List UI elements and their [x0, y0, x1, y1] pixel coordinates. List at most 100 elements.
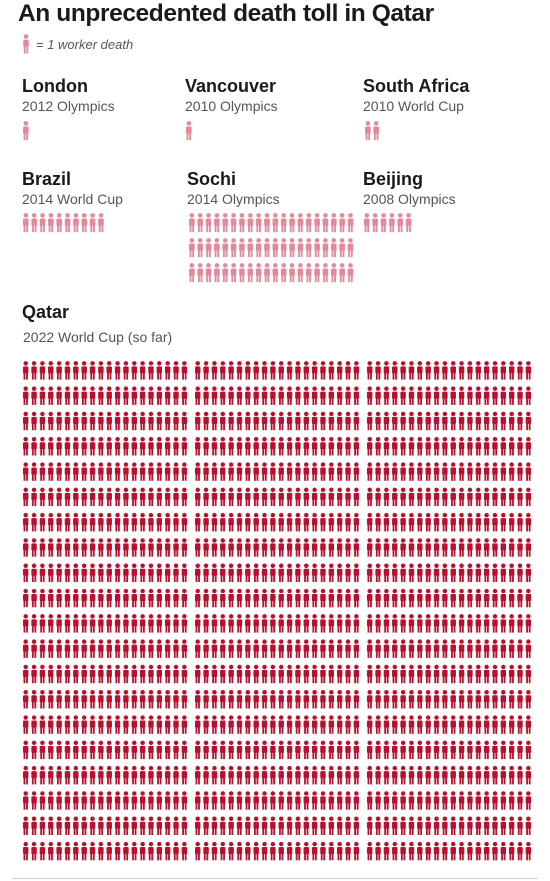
- person-icon: [181, 512, 188, 532]
- person-icon: [450, 816, 456, 835]
- person-icon: [31, 462, 37, 481]
- person-icon: [64, 639, 71, 658]
- person-icon: [139, 841, 146, 861]
- person-icon: [48, 841, 54, 861]
- person-icon: [442, 588, 448, 608]
- person-icon: [106, 664, 112, 684]
- person-icon: [236, 791, 243, 810]
- person-icon: [433, 538, 440, 557]
- person-icon: [272, 213, 279, 233]
- person-icon: [64, 816, 71, 835]
- person-icon: [303, 639, 309, 658]
- person-icon: [280, 263, 287, 283]
- person-icon: [173, 791, 179, 810]
- person-icon: [272, 238, 279, 258]
- person-icon: [181, 664, 188, 684]
- person-icon: [131, 765, 137, 785]
- person-icon: [56, 816, 62, 835]
- person-icon: [311, 765, 318, 785]
- person-icon: [375, 740, 381, 760]
- person-icon: [483, 588, 490, 608]
- person-icon: [320, 563, 326, 582]
- person-icon: [328, 765, 335, 785]
- person-icon: [245, 487, 251, 507]
- person-icon: [181, 386, 188, 405]
- person-icon: [98, 614, 104, 633]
- person-icon: [303, 765, 309, 785]
- person-icon: [245, 690, 251, 709]
- person-icon: [181, 462, 188, 481]
- person-icon: [345, 487, 351, 507]
- person-icon: [425, 740, 431, 760]
- person-icon: [320, 487, 326, 507]
- chart-title: An unprecedented death toll in Qatar: [18, 0, 434, 27]
- person-icon: [286, 386, 293, 405]
- person-icon: [131, 411, 137, 431]
- person-icon: [525, 563, 532, 582]
- person-icon: [139, 664, 146, 684]
- person-icon: [236, 437, 243, 456]
- person-icon: [492, 740, 498, 760]
- person-icon: [525, 588, 532, 608]
- person-icon: [278, 791, 284, 810]
- person-icon: [353, 563, 360, 582]
- person-icon: [194, 361, 201, 380]
- person-icon: [164, 664, 171, 684]
- person-icon: [475, 538, 481, 557]
- person-icon: [164, 841, 171, 861]
- person-icon: [81, 462, 87, 481]
- person-icon: [467, 690, 473, 709]
- person-icon: [500, 816, 507, 835]
- person-icon: [467, 765, 473, 785]
- person-icon: [517, 361, 523, 380]
- person-icon: [173, 437, 179, 456]
- person-icon: [508, 715, 515, 734]
- person-icon: [320, 639, 326, 658]
- person-icon: [336, 487, 343, 507]
- person-icon: [392, 740, 398, 760]
- person-icon: [81, 588, 87, 608]
- person-icon: [492, 512, 498, 532]
- person-icon: [517, 765, 523, 785]
- person-icon: [508, 816, 515, 835]
- person-icon: [106, 563, 112, 582]
- person-icon: [483, 765, 490, 785]
- person-icon: [156, 690, 163, 709]
- person-icon: [400, 437, 406, 456]
- person-icon: [322, 238, 329, 258]
- person-icon: [261, 765, 268, 785]
- person-icon: [492, 462, 498, 481]
- person-icon: [475, 512, 481, 532]
- person-icon: [164, 487, 171, 507]
- person-icon: [253, 614, 259, 633]
- person-icon: [81, 715, 87, 734]
- person-icon: [508, 563, 515, 582]
- person-icon: [433, 588, 440, 608]
- person-icon: [450, 487, 456, 507]
- person-icon: [73, 791, 79, 810]
- person-icon: [314, 263, 320, 283]
- person-icon: [442, 639, 448, 658]
- person-icon: [336, 841, 343, 861]
- person-icon: [73, 437, 79, 456]
- person-icon: [270, 841, 276, 861]
- person-icon: [106, 614, 112, 633]
- person-icon: [366, 563, 373, 582]
- person-icon: [89, 791, 96, 810]
- person-icon: [475, 690, 481, 709]
- person-icon: [353, 538, 360, 557]
- person-icon: [345, 563, 351, 582]
- person-icon: [98, 715, 104, 734]
- person-icon: [366, 512, 373, 532]
- person-icon: [500, 487, 507, 507]
- person-icon: [236, 487, 243, 507]
- person-icon: [22, 664, 29, 684]
- person-icon: [383, 639, 390, 658]
- person-icon: [164, 386, 171, 405]
- person-icon: [194, 512, 201, 532]
- person-icon: [139, 487, 146, 507]
- person-icon: [425, 841, 431, 861]
- person-icon: [433, 437, 440, 456]
- person-icon: [73, 538, 79, 557]
- person-icon: [214, 263, 220, 283]
